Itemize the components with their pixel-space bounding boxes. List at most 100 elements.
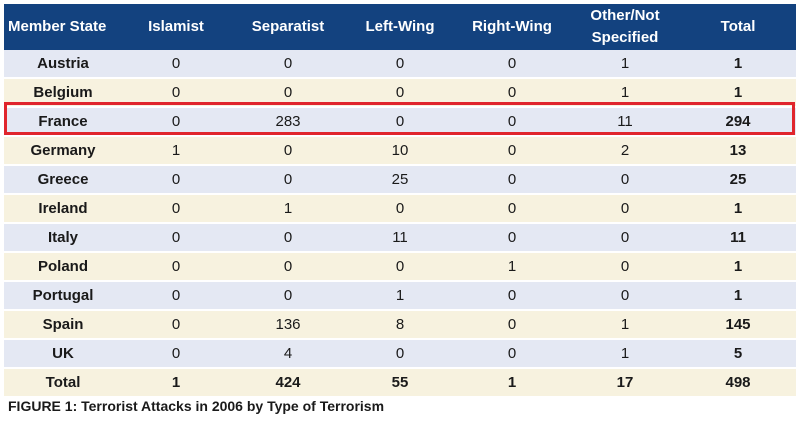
header-left-wing: Left-Wing — [346, 4, 454, 50]
cell-separatist: 0 — [230, 78, 346, 108]
cell-right-wing: 0 — [454, 223, 570, 253]
cell-left-wing: 8 — [346, 310, 454, 340]
cell-other: 1 — [570, 50, 680, 79]
cell-separatist: 1 — [230, 194, 346, 224]
cell-right-wing: 0 — [454, 136, 570, 166]
cell-total: 25 — [680, 165, 796, 195]
cell-right-wing: 0 — [454, 310, 570, 340]
cell-total: 145 — [680, 310, 796, 340]
cell-left-wing: 10 — [346, 136, 454, 166]
cell-right-wing: 0 — [454, 78, 570, 108]
cell-other: 1 — [570, 339, 680, 369]
cell-islamist: 0 — [122, 281, 230, 311]
terrorism-table-container: Member State Islamist Separatist Left-Wi… — [4, 4, 796, 398]
table-total-row: Total 1 424 55 1 17 498 — [4, 368, 796, 398]
header-total: Total — [680, 4, 796, 50]
cell-total: 1 — [680, 194, 796, 224]
cell-other: 1 — [570, 310, 680, 340]
total-cell-islamist: 1 — [122, 368, 230, 398]
cell-total: 294 — [680, 107, 796, 137]
total-cell-separatist: 424 — [230, 368, 346, 398]
table-header-row: Member State Islamist Separatist Left-Wi… — [4, 4, 796, 50]
table-row: Portugal 0 0 1 0 0 1 — [4, 281, 796, 311]
cell-separatist: 4 — [230, 339, 346, 369]
cell-other: 11 — [570, 107, 680, 137]
cell-separatist: 0 — [230, 136, 346, 166]
cell-state: Italy — [4, 223, 122, 253]
figure-caption: FIGURE 1: Terrorist Attacks in 2006 by T… — [8, 398, 385, 414]
table-row: Germany 1 0 10 0 2 13 — [4, 136, 796, 166]
header-separatist: Separatist — [230, 4, 346, 50]
cell-other: 0 — [570, 281, 680, 311]
cell-state: Greece — [4, 165, 122, 195]
cell-islamist: 0 — [122, 107, 230, 137]
cell-state: Austria — [4, 50, 122, 79]
cell-other: 0 — [570, 252, 680, 282]
cell-separatist: 283 — [230, 107, 346, 137]
cell-left-wing: 0 — [346, 252, 454, 282]
header-right-wing: Right-Wing — [454, 4, 570, 50]
cell-total: 1 — [680, 78, 796, 108]
cell-total: 1 — [680, 50, 796, 79]
table-row: UK 0 4 0 0 1 5 — [4, 339, 796, 369]
cell-islamist: 0 — [122, 165, 230, 195]
cell-left-wing: 1 — [346, 281, 454, 311]
cell-other: 0 — [570, 223, 680, 253]
cell-other: 1 — [570, 78, 680, 108]
total-cell-other: 17 — [570, 368, 680, 398]
cell-right-wing: 0 — [454, 165, 570, 195]
total-cell-total: 498 — [680, 368, 796, 398]
cell-islamist: 0 — [122, 252, 230, 282]
cell-state: Portugal — [4, 281, 122, 311]
cell-islamist: 0 — [122, 194, 230, 224]
cell-other: 0 — [570, 165, 680, 195]
table-row: Poland 0 0 0 1 0 1 — [4, 252, 796, 282]
cell-separatist: 0 — [230, 252, 346, 282]
total-cell-left-wing: 55 — [346, 368, 454, 398]
cell-islamist: 1 — [122, 136, 230, 166]
cell-right-wing: 1 — [454, 252, 570, 282]
cell-state: France — [4, 107, 122, 137]
cell-separatist: 0 — [230, 50, 346, 79]
cell-state: UK — [4, 339, 122, 369]
total-cell-right-wing: 1 — [454, 368, 570, 398]
cell-right-wing: 0 — [454, 50, 570, 79]
table-row: Austria 0 0 0 0 1 1 — [4, 50, 796, 79]
cell-state: Belgium — [4, 78, 122, 108]
cell-left-wing: 0 — [346, 194, 454, 224]
table-row: France 0 283 0 0 11 294 — [4, 107, 796, 137]
cell-separatist: 136 — [230, 310, 346, 340]
cell-left-wing: 11 — [346, 223, 454, 253]
cell-right-wing: 0 — [454, 281, 570, 311]
cell-islamist: 0 — [122, 310, 230, 340]
cell-state: Germany — [4, 136, 122, 166]
table-row: Belgium 0 0 0 0 1 1 — [4, 78, 796, 108]
cell-other: 0 — [570, 194, 680, 224]
cell-right-wing: 0 — [454, 339, 570, 369]
cell-left-wing: 0 — [346, 107, 454, 137]
header-islamist: Islamist — [122, 4, 230, 50]
table-row: Greece 0 0 25 0 0 25 — [4, 165, 796, 195]
cell-total: 1 — [680, 252, 796, 282]
cell-islamist: 0 — [122, 78, 230, 108]
header-member-state: Member State — [4, 4, 122, 50]
cell-islamist: 0 — [122, 339, 230, 369]
cell-left-wing: 0 — [346, 78, 454, 108]
cell-left-wing: 0 — [346, 339, 454, 369]
cell-total: 1 — [680, 281, 796, 311]
cell-total: 5 — [680, 339, 796, 369]
cell-state: Spain — [4, 310, 122, 340]
cell-right-wing: 0 — [454, 194, 570, 224]
cell-islamist: 0 — [122, 223, 230, 253]
cell-total: 13 — [680, 136, 796, 166]
cell-left-wing: 25 — [346, 165, 454, 195]
cell-state: Ireland — [4, 194, 122, 224]
cell-total: 11 — [680, 223, 796, 253]
cell-separatist: 0 — [230, 281, 346, 311]
cell-islamist: 0 — [122, 50, 230, 79]
cell-right-wing: 0 — [454, 107, 570, 137]
table-body: Austria 0 0 0 0 1 1 Belgium 0 0 0 0 1 1 France 0 283 0 0 11… — [4, 50, 796, 398]
table-row: Spain 0 136 8 0 1 145 — [4, 310, 796, 340]
cell-separatist: 0 — [230, 223, 346, 253]
header-other-not-specified: Other/Not Specified — [570, 4, 680, 50]
